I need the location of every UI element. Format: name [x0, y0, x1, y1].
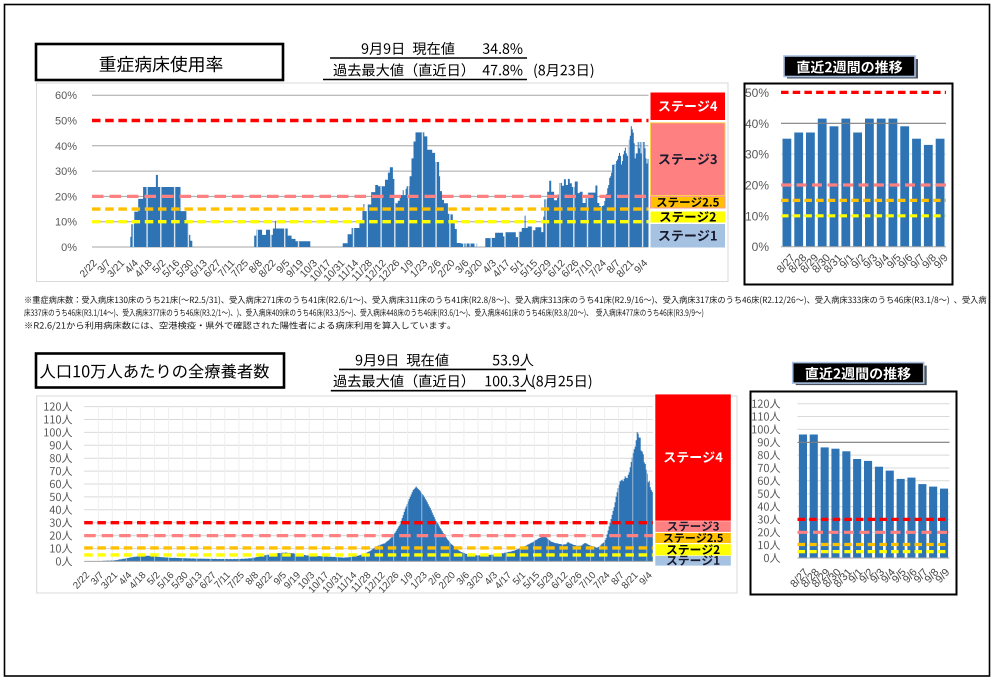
svg-text:30%: 30%: [55, 166, 77, 178]
svg-text:60%: 60%: [55, 90, 77, 102]
svg-text:50%: 50%: [55, 116, 77, 128]
svg-text:10%: 10%: [55, 217, 77, 229]
svg-text:30%: 30%: [745, 148, 769, 162]
svg-text:20%: 20%: [55, 191, 77, 203]
svg-text:20%: 20%: [745, 179, 769, 193]
svg-text:0%: 0%: [61, 242, 77, 254]
svg-text:40%: 40%: [745, 117, 769, 131]
svg-text:50%: 50%: [745, 86, 769, 100]
svg-text:10%: 10%: [745, 209, 769, 223]
svg-text:40%: 40%: [55, 141, 77, 153]
svg-text:0%: 0%: [752, 240, 770, 254]
